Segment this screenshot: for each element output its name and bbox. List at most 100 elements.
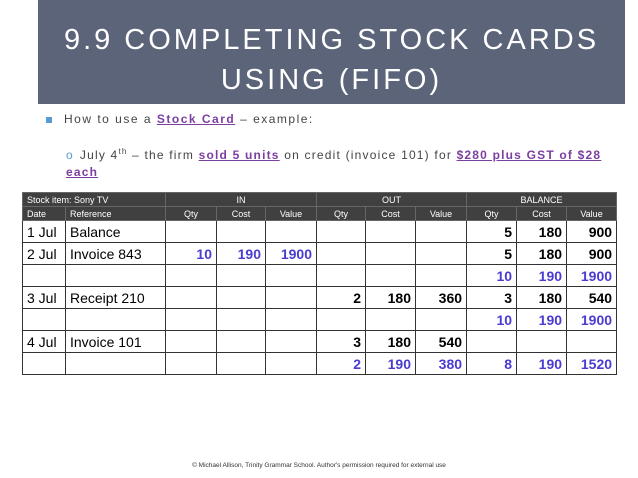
empty-cell	[265, 330, 317, 353]
empty-cell	[414, 242, 468, 265]
data-row: 2 190 380 8 190 1520	[22, 352, 618, 375]
text: – example:	[235, 112, 314, 126]
empty-cell	[265, 308, 317, 331]
group-header: OUT	[315, 192, 468, 207]
cell: 4 Jul	[22, 330, 66, 353]
empty-cell	[165, 264, 217, 287]
empty-cell	[265, 220, 317, 243]
empty-cell	[22, 308, 66, 331]
empty-cell	[65, 352, 166, 375]
cell: 360	[414, 286, 468, 309]
empty-cell	[566, 330, 618, 353]
empty-cell	[365, 264, 416, 287]
cell: 8	[466, 352, 518, 375]
cell: 180	[516, 242, 568, 265]
data-row: 10 190 1900	[22, 308, 618, 331]
group-header: BALANCE	[466, 192, 618, 207]
cell: 190	[365, 352, 416, 375]
text: How to use a	[64, 112, 157, 126]
cell: 1900	[566, 308, 618, 331]
group-header-row: Stock item: Sony TV IN OUT BALANCE	[22, 192, 618, 207]
marker: o	[66, 148, 74, 162]
group-header: IN	[165, 192, 317, 207]
link[interactable]: Stock Card	[156, 112, 236, 126]
empty-cell	[216, 330, 266, 353]
column-header: Value	[265, 206, 317, 221]
empty-cell	[216, 264, 266, 287]
text: – the firm	[127, 148, 199, 162]
empty-cell	[316, 264, 366, 287]
column-header: Date	[22, 206, 66, 221]
bullet: How to use a Stock Card – example:	[46, 112, 314, 126]
cell: 190	[216, 242, 266, 265]
emphasis: sold 5 units	[198, 148, 280, 162]
cell: 180	[365, 286, 416, 309]
empty-cell	[22, 352, 66, 375]
empty-cell	[265, 286, 317, 309]
empty-cell	[466, 330, 518, 353]
cell: 2	[316, 286, 366, 309]
cell: 190	[516, 264, 568, 287]
emphasis: $280 plus GST of $28 each	[66, 148, 602, 179]
cell: 10	[466, 264, 518, 287]
empty-cell	[165, 352, 217, 375]
empty-cell	[516, 330, 568, 353]
empty-cell	[265, 352, 317, 375]
cell: 3	[466, 286, 518, 309]
text: on credit (invoice 101) for	[279, 148, 457, 162]
empty-cell	[365, 242, 416, 265]
text: July 4	[79, 148, 119, 162]
cell: 1900	[566, 264, 618, 287]
cell: 900	[566, 242, 618, 265]
cell: 2 Jul	[22, 242, 66, 265]
cell: 2	[316, 352, 366, 375]
cell: Receipt 210	[65, 286, 166, 309]
empty-cell	[165, 330, 217, 353]
column-header: Qty	[466, 206, 518, 221]
cell: 180	[516, 220, 568, 243]
cell: 3 Jul	[22, 286, 66, 309]
cell: 190	[516, 308, 568, 331]
column-header: Value	[566, 206, 618, 221]
cell: 10	[466, 308, 518, 331]
empty-cell	[65, 264, 166, 287]
cell: 180	[516, 286, 568, 309]
cell: 540	[566, 286, 618, 309]
empty-cell	[216, 220, 266, 243]
empty-cell	[165, 220, 217, 243]
title-line: 9.9 COMPLETING STOCK CARDS	[63, 24, 600, 56]
cell: 5	[466, 242, 518, 265]
empty-cell	[365, 308, 416, 331]
title-line: USING (FIFO)	[220, 64, 443, 96]
cell: Balance	[65, 220, 166, 243]
column-header: Qty	[165, 206, 217, 221]
column-header: Qty	[316, 206, 366, 221]
cell: Invoice 101	[65, 330, 166, 353]
empty-cell	[165, 286, 217, 309]
empty-cell	[216, 352, 266, 375]
group-header: Stock item: Sony TV	[22, 192, 166, 207]
cell: 380	[414, 352, 468, 375]
empty-cell	[65, 308, 166, 331]
cell: Invoice 843	[65, 242, 166, 265]
cell: 10	[165, 242, 217, 265]
data-row: 4 Jul Invoice 101 3 180 540	[22, 330, 618, 353]
cell: 190	[516, 352, 568, 375]
superscript: th	[118, 147, 128, 156]
empty-cell	[316, 308, 366, 331]
column-header: Cost	[516, 206, 568, 221]
empty-cell	[316, 220, 366, 243]
cell: 180	[365, 330, 416, 353]
cell: 900	[566, 220, 618, 243]
column-header: Cost	[365, 206, 416, 221]
empty-cell	[165, 308, 217, 331]
empty-cell	[414, 220, 468, 243]
sub-bullet: o July 4th – the firm sold 5 units on cre…	[66, 143, 611, 181]
cell: 1 Jul	[22, 220, 66, 243]
empty-cell	[414, 264, 468, 287]
data-row: 10 190 1900	[22, 264, 618, 287]
data-row: 3 Jul Receipt 210 2 180 360 3 180 540	[22, 286, 618, 309]
cell: 1520	[566, 352, 618, 375]
stock-card: Stock item: Sony TV IN OUT BALANCE Date Refer…	[22, 192, 618, 375]
